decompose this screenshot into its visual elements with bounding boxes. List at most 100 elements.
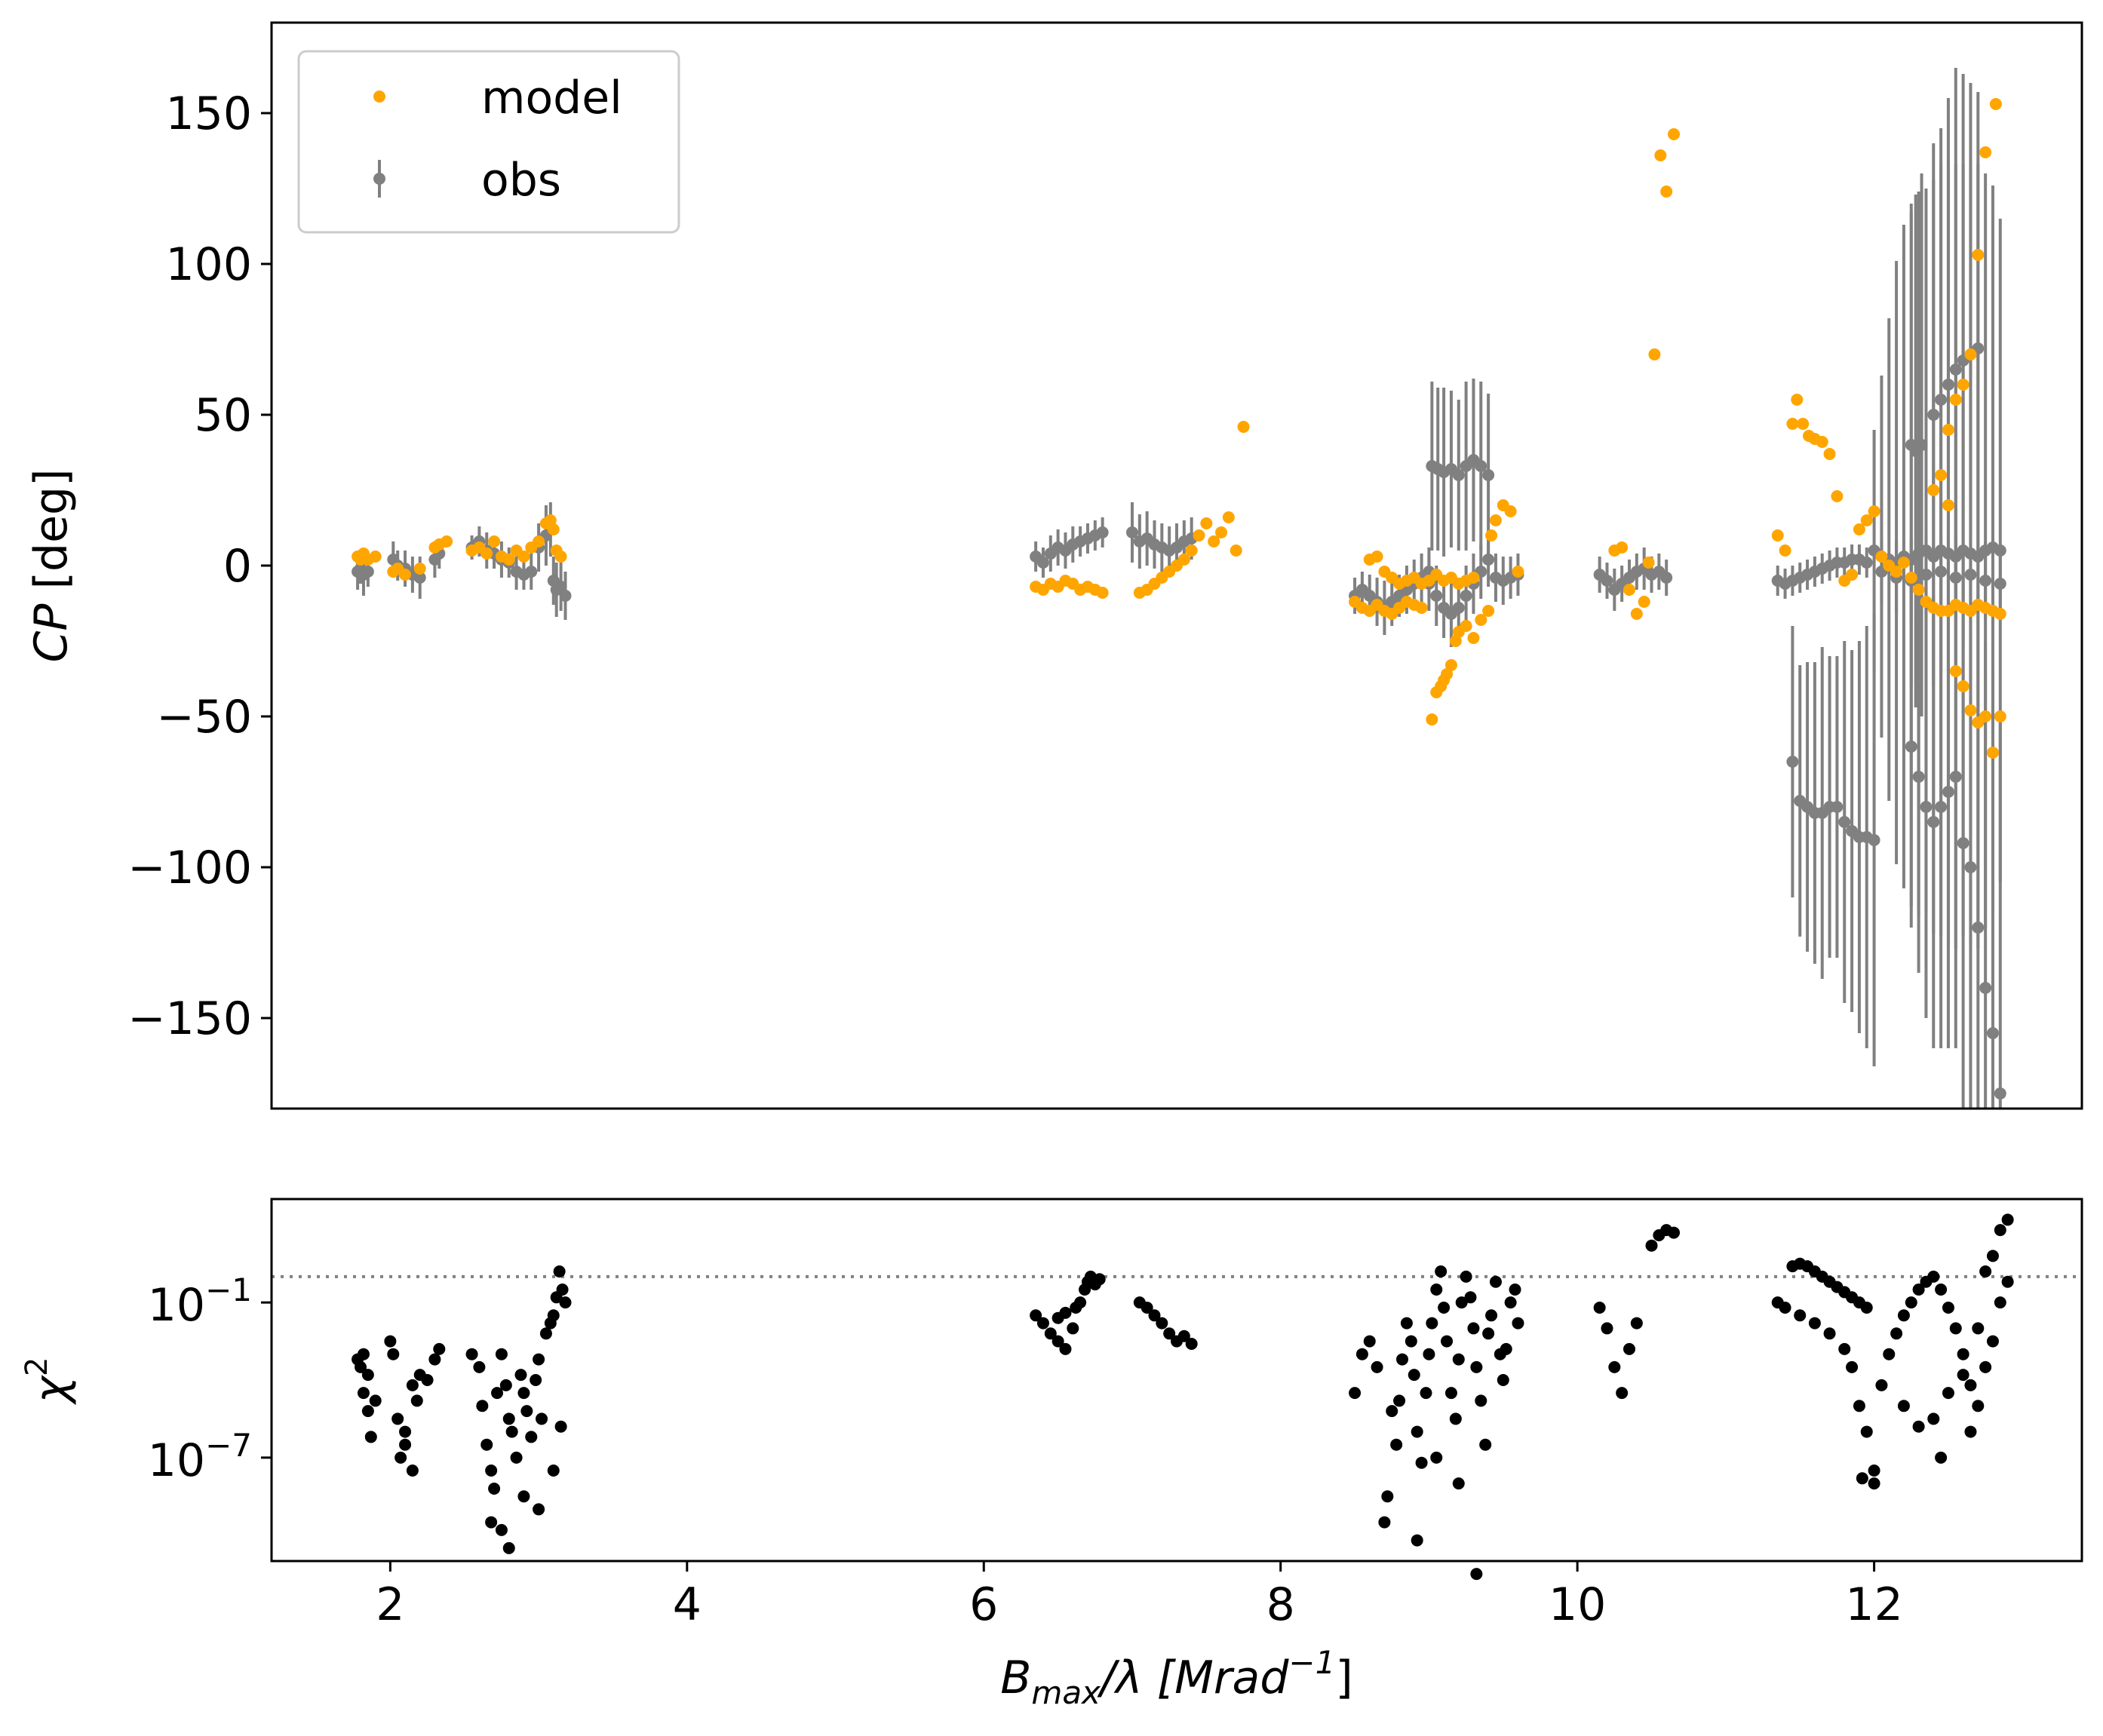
chi2-point <box>1470 1360 1483 1373</box>
chi2-point <box>502 1541 515 1554</box>
chi2-point <box>1979 1360 1992 1373</box>
top-axes-frame <box>270 21 2083 1110</box>
model-point <box>1460 620 1472 632</box>
obs-point <box>1660 572 1673 584</box>
model-point <box>1868 505 1880 517</box>
chi2-point <box>520 1405 533 1418</box>
model-point <box>399 569 412 581</box>
chi2-point <box>1957 1369 1969 1382</box>
model-point <box>1897 557 1910 569</box>
chi2-point <box>547 1309 560 1322</box>
chi2-point <box>539 1327 552 1340</box>
model-series <box>352 98 2006 759</box>
model-point <box>1979 146 1992 158</box>
model-point <box>1660 186 1673 198</box>
chi2-point <box>1420 1387 1432 1400</box>
obs-point <box>413 572 426 584</box>
chi2-point <box>1905 1296 1917 1309</box>
chi2-point <box>1645 1239 1658 1252</box>
model-point <box>1177 554 1190 566</box>
model-point <box>1371 551 1383 563</box>
chi2-point <box>1482 1327 1495 1340</box>
chi2-point <box>1868 1477 1880 1490</box>
model-point <box>1912 584 1925 596</box>
chi2-point <box>1386 1405 1398 1418</box>
obs-point <box>1927 816 1940 828</box>
chi2-point <box>1942 1387 1954 1400</box>
model-point <box>1779 544 1791 557</box>
model-point <box>1986 747 1999 759</box>
chi2-point <box>1470 1568 1483 1581</box>
obs-point <box>1935 566 1948 578</box>
chi2-point <box>1593 1302 1606 1314</box>
model-point <box>1927 484 1940 496</box>
y-tick-label: 50 <box>195 389 252 442</box>
obs-point <box>1868 834 1880 846</box>
chi2-point <box>514 1369 527 1382</box>
chi2-point <box>1059 1342 1072 1355</box>
model-point <box>1994 710 2006 722</box>
chi2-point <box>1823 1327 1836 1340</box>
obs-point <box>361 566 374 578</box>
chi2-point <box>1426 1317 1438 1330</box>
chi2-point <box>406 1379 419 1391</box>
chi2-point <box>1405 1335 1417 1348</box>
model-point <box>1616 541 1629 554</box>
chi2-point <box>1363 1335 1376 1348</box>
chi2-point <box>357 1348 370 1360</box>
chi2-point <box>510 1451 523 1464</box>
chi2-point <box>1444 1387 1457 1400</box>
obs-point <box>1831 801 1844 813</box>
model-point <box>1791 394 1804 406</box>
chi2-point <box>1912 1420 1925 1433</box>
model-point <box>533 535 545 547</box>
x-tick-label: 10 <box>1549 1578 1606 1631</box>
chi2-point <box>1455 1296 1468 1309</box>
obs-point <box>1979 575 1992 587</box>
model-point <box>480 547 493 560</box>
obs-point <box>1949 572 1962 584</box>
legend-obs-label: obs <box>481 154 561 207</box>
chi2-point <box>1438 1302 1451 1314</box>
model-point <box>502 554 515 566</box>
model-point <box>1441 668 1454 680</box>
obs-point <box>1452 602 1465 614</box>
chi2-point <box>465 1348 478 1360</box>
chi2-point <box>364 1431 377 1443</box>
chi2-point <box>1141 1302 1153 1314</box>
model-point <box>441 535 453 547</box>
chi2-point <box>485 1465 498 1477</box>
chi2-point <box>1630 1317 1643 1330</box>
model-point <box>1208 535 1220 547</box>
chi2-point <box>1452 1477 1465 1490</box>
model-point <box>1426 713 1438 725</box>
x-tick-label: 12 <box>1845 1578 1902 1631</box>
chi2-panel: 10−1 10−7 2 4 6 8 10 12 χ2 Bmax/λ [Mrad−1] <box>20 1198 2083 1711</box>
chi2-point <box>1890 1327 1903 1340</box>
chi2-point <box>1485 1309 1498 1322</box>
legend-obs-marker <box>373 173 385 185</box>
bottom-axes-frame <box>270 1198 2083 1563</box>
chi2-point <box>355 1360 367 1373</box>
chi2-point <box>1355 1348 1368 1360</box>
chi2-point <box>1964 1379 1977 1391</box>
chi2-point <box>1846 1360 1859 1373</box>
x-tick-label: 4 <box>673 1578 702 1631</box>
model-point <box>369 551 382 563</box>
model-point <box>1185 544 1198 557</box>
chi2-point <box>406 1465 419 1477</box>
model-point <box>1230 544 1242 557</box>
model-point <box>1905 572 1917 584</box>
obs-point <box>1942 379 1954 391</box>
model-point <box>1444 659 1457 671</box>
model-point <box>1994 608 2006 620</box>
chi2-point <box>553 1265 566 1277</box>
chi2-point <box>1030 1309 1042 1322</box>
chi2-point <box>1074 1296 1087 1309</box>
model-point <box>1846 569 1859 581</box>
obs-point <box>1920 801 1933 813</box>
obs-point <box>1915 439 1928 451</box>
chi2-point <box>473 1360 486 1373</box>
chi2-point <box>1489 1275 1502 1288</box>
chi2-point <box>1860 1302 1873 1314</box>
